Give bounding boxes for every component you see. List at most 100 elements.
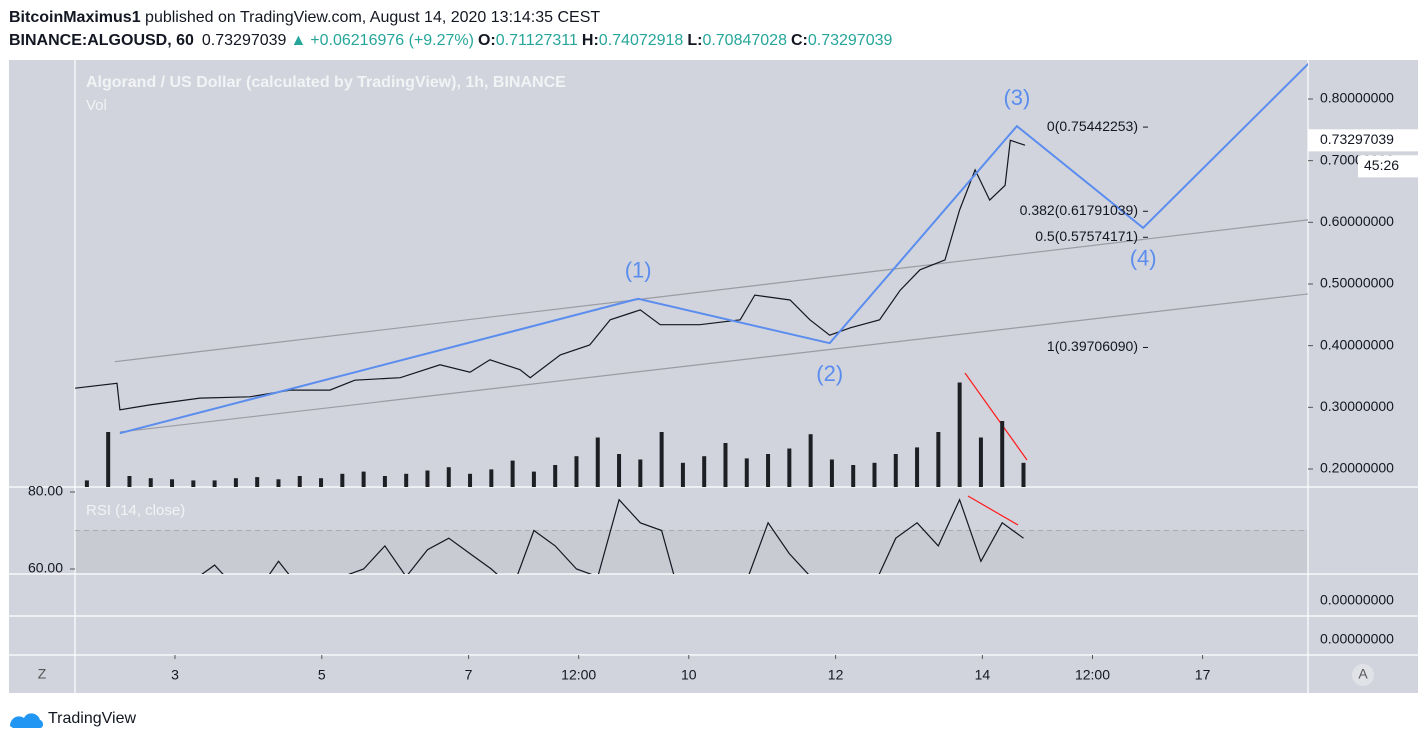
wave-label: (3) xyxy=(1003,85,1030,110)
fib-label: 0(0.75442253) xyxy=(1047,118,1138,134)
y-tick-label: 60.00 xyxy=(28,560,63,576)
wave-label: (2) xyxy=(816,361,843,386)
price-line xyxy=(75,139,1026,411)
volume-bar xyxy=(957,382,962,487)
last-price-box xyxy=(1308,129,1418,152)
x-tick-label: 12 xyxy=(828,667,844,683)
x-tick-label: 7 xyxy=(465,667,473,683)
change-arrow: ▲ xyxy=(290,32,307,49)
pane-value: 0.00000000 xyxy=(1320,592,1394,608)
ohlc-key: H: xyxy=(581,32,599,49)
volume-bar xyxy=(617,454,622,487)
x-tick-label: 3 xyxy=(171,667,179,683)
auto-button[interactable] xyxy=(1352,664,1374,686)
volume-bar xyxy=(766,454,771,487)
pane-value: 0.00000000 xyxy=(1320,631,1394,647)
volume-bar xyxy=(510,460,515,487)
ohlc-value: 0.74072918 xyxy=(598,32,684,49)
rsi-band xyxy=(75,530,1308,574)
fib-label: 0.5(0.57574171) xyxy=(1035,228,1138,244)
volume-bar xyxy=(340,473,345,487)
volume-bar xyxy=(744,458,749,487)
volume-bar xyxy=(233,478,238,487)
y-tick-label: 80.00 xyxy=(28,483,63,499)
ohlc-value: 0.70847028 xyxy=(702,32,787,49)
volume-bar xyxy=(1021,462,1026,487)
wave-label: (4) xyxy=(1130,246,1157,271)
scale-button[interactable] xyxy=(31,664,53,686)
x-tick-label: 5 xyxy=(318,667,326,683)
volume-bar xyxy=(106,432,111,487)
x-tick-label: 17 xyxy=(1195,667,1211,683)
chart-panel xyxy=(9,60,1418,693)
countdown-label: 45:26 xyxy=(1364,157,1399,173)
volume-bar xyxy=(255,477,260,487)
y-tick-label: 0.40000000 xyxy=(1320,336,1394,352)
chart-title: Algorand / US Dollar (calculated by Trad… xyxy=(86,74,566,91)
volume-bar xyxy=(1000,421,1005,487)
price-line xyxy=(201,498,1024,574)
volume-bar xyxy=(84,480,89,487)
volume-bar xyxy=(468,473,473,487)
logo-icon xyxy=(10,713,43,728)
y-tick-label: 0.30000000 xyxy=(1320,398,1394,414)
volume-bar xyxy=(127,476,132,487)
x-tick-label: 12:00 xyxy=(561,667,596,683)
volume-bar xyxy=(829,459,834,487)
volume-bar xyxy=(382,476,387,487)
wave-label: (1) xyxy=(625,258,652,283)
brand-logo xyxy=(10,713,43,728)
y-tick-label: 0.60000000 xyxy=(1320,213,1394,229)
x-tick-label: 10 xyxy=(681,667,697,683)
volume-bar xyxy=(936,432,941,487)
ohlc-value: 0.73297039 xyxy=(807,32,893,49)
change: +0.06216976 (+9.27%) xyxy=(310,32,474,49)
ohlc-value: 0.71127311 xyxy=(495,32,578,49)
published: published on TradingView.com, August 14,… xyxy=(140,9,601,26)
volume-bar xyxy=(808,434,813,487)
last-price: 0.73297039 xyxy=(201,32,287,49)
y-tick-label: 0.80000000 xyxy=(1320,90,1394,106)
fib-label: 0.382(0.61791039) xyxy=(1020,202,1138,218)
fib-label: 1(0.39706090) xyxy=(1047,338,1138,354)
volume-bar xyxy=(170,479,175,487)
ohlc-key: O: xyxy=(477,32,496,49)
volume-bar xyxy=(638,459,643,487)
wave-line xyxy=(119,63,1308,435)
volume-bar xyxy=(148,478,153,487)
volume-bar xyxy=(446,467,451,487)
volume-bar xyxy=(319,478,324,487)
ohlc-key: C: xyxy=(790,32,808,49)
plot xyxy=(75,63,1308,435)
volume-bar xyxy=(489,469,494,487)
volume-bar xyxy=(212,480,217,487)
y-tick-label: 0.20000000 xyxy=(1320,460,1394,476)
y-tick-label: 0.50000000 xyxy=(1320,275,1394,291)
volume-bar xyxy=(872,462,877,487)
volume-divergence xyxy=(964,372,1028,461)
volume-label: Vol xyxy=(86,97,107,114)
volume-bar xyxy=(680,462,685,487)
volume-bar xyxy=(531,471,536,487)
volume-bar xyxy=(702,456,707,487)
volume-bar xyxy=(659,432,664,487)
volume-bar xyxy=(978,437,983,487)
rsi-divergence xyxy=(967,495,1019,526)
volume-bar xyxy=(723,443,728,487)
x-tick-label: 12:00 xyxy=(1075,667,1110,683)
auto-button-label[interactable]: A xyxy=(1358,666,1368,682)
header-line: BitcoinMaximus1 published on TradingView… xyxy=(9,6,896,29)
countdown-box xyxy=(1358,155,1418,178)
header: BitcoinMaximus1 published on TradingView… xyxy=(9,6,896,52)
x-tick-label: 14 xyxy=(975,667,991,683)
volume-bar xyxy=(893,454,898,487)
scale-button-label[interactable]: Z xyxy=(38,666,47,682)
volume-bar xyxy=(297,476,302,487)
volume-bar xyxy=(191,480,196,487)
author: BitcoinMaximus1 xyxy=(9,9,141,26)
volume-bar xyxy=(915,447,920,487)
brand-name: TradingView xyxy=(48,710,136,727)
last-price-label: 0.73297039 xyxy=(1320,131,1394,147)
